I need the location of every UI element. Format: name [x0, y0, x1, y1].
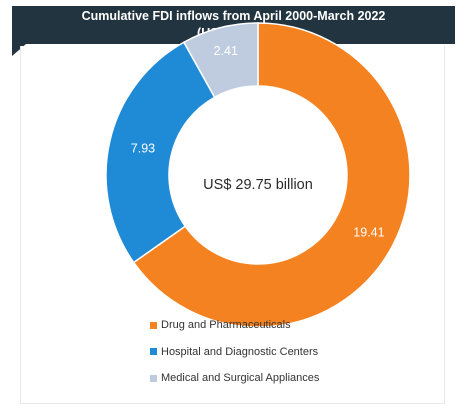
legend: Drug and Pharmaceuticals Hospital and Di…	[150, 318, 430, 398]
legend-label: Drug and Pharmaceuticals	[161, 319, 291, 331]
legend-item-hospital-diagnostic: Hospital and Diagnostic Centers	[150, 345, 430, 359]
legend-label: Medical and Surgical Appliances	[161, 372, 320, 384]
legend-item-medical-surgical: Medical and Surgical Appliances	[150, 371, 430, 385]
slice-label-hospital-diagnostic: 7.93	[131, 142, 155, 156]
slice-label-medical-surgical: 2.41	[214, 44, 238, 58]
center-total-label: US$ 29.75 billion	[203, 177, 313, 193]
slice-label-drug-pharma: 19.41	[353, 226, 384, 240]
legend-swatch	[150, 348, 157, 355]
slice-drug-pharma	[132, 22, 411, 328]
slice-medical-surgical	[182, 22, 259, 99]
legend-swatch	[150, 321, 157, 329]
legend-item-drug-pharma: Drug and Pharmaceuticals	[150, 318, 430, 332]
legend-swatch	[150, 374, 157, 382]
legend-label: Hospital and Diagnostic Centers	[161, 345, 319, 358]
chart-title: Cumulative FDI inflows from April 2000-M…	[81, 9, 386, 23]
donut-slices	[105, 22, 411, 328]
slice-labels: 19.41 7.93 2.41	[131, 44, 385, 239]
slice-hospital-diagnostic	[105, 41, 216, 264]
